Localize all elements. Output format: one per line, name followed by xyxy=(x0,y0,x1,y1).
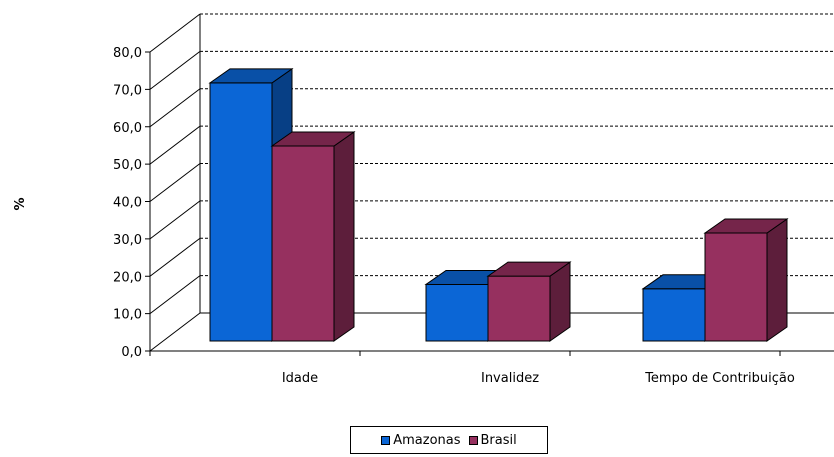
y-tick-label: 40,0 xyxy=(113,196,142,211)
bar-brasil-3 xyxy=(703,218,789,342)
legend-swatch-amazonas xyxy=(381,435,391,445)
y-tick-label: 50,0 xyxy=(113,158,142,173)
legend: Amazonas Brasil xyxy=(350,426,548,454)
bar-front xyxy=(271,145,335,342)
y-tick-label: 60,0 xyxy=(113,121,142,136)
legend-label-amazonas: Amazonas xyxy=(393,432,461,448)
legend-swatch-brasil xyxy=(468,435,478,445)
bar-front xyxy=(425,283,489,342)
bar-top xyxy=(270,131,356,147)
category-label: Tempo de Contribuição xyxy=(644,371,795,386)
floor-edge xyxy=(149,312,201,352)
side-gridline xyxy=(149,237,201,277)
y-tick-label: 0,0 xyxy=(121,345,142,360)
bar-side xyxy=(333,131,355,342)
legend-item-amazonas: Amazonas xyxy=(381,432,461,448)
bar-top xyxy=(208,68,294,84)
side-gridline xyxy=(149,200,201,240)
side-gridline xyxy=(149,125,201,165)
y-tick-labels: 0,0 10,0 20,0 30,0 40,0 50,0 60,0 70,0 80,0 xyxy=(113,46,142,360)
bars xyxy=(208,67,789,342)
axes xyxy=(145,51,834,356)
category-label: Idade xyxy=(282,371,318,386)
y-axis-label: % xyxy=(13,197,28,210)
side-gridline xyxy=(149,88,201,128)
legend-label-brasil: Brasil xyxy=(480,432,517,448)
side-gridline xyxy=(149,163,201,202)
bar-top xyxy=(486,261,572,277)
bar-side xyxy=(766,218,788,342)
bar-front xyxy=(487,275,551,342)
category-label: Invalidez xyxy=(481,371,539,386)
y-tick-label: 30,0 xyxy=(113,233,142,248)
y-tick-label: 70,0 xyxy=(113,83,142,98)
bar-brasil-1 xyxy=(270,131,356,342)
y-tick-label: 80,0 xyxy=(113,46,142,61)
side-gridline xyxy=(149,275,201,315)
legend-item-brasil: Brasil xyxy=(468,432,517,448)
y-tick-label: 10,0 xyxy=(113,308,142,323)
side-gridline xyxy=(149,50,201,90)
bar-front xyxy=(642,288,706,342)
bar-brasil-2 xyxy=(486,261,572,342)
y-tick-label: 20,0 xyxy=(113,270,142,285)
side-gridline xyxy=(149,13,201,53)
category-labels: Idade Invalidez Tempo de Contribuição xyxy=(282,371,795,386)
bar-front xyxy=(209,82,273,342)
bar-top xyxy=(703,218,789,234)
bar-front xyxy=(704,232,768,342)
